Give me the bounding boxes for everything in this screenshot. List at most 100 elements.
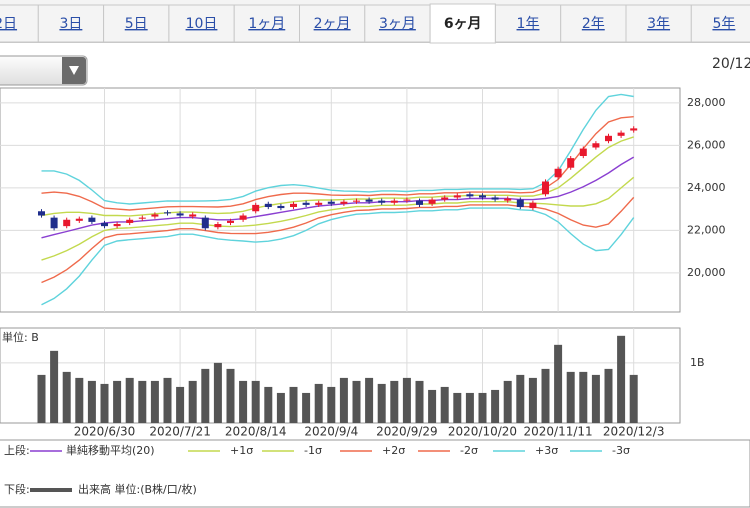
tab[interactable] (103, 4, 170, 43)
dropdown-arrow (69, 66, 79, 75)
tab-label[interactable]: 2年 (582, 16, 605, 32)
candle-body (164, 212, 171, 214)
volume-bar (226, 368, 235, 423)
tab-label[interactable]: 3日 (59, 16, 82, 32)
volume-bar (239, 380, 248, 423)
candle-body (617, 132, 625, 136)
candle-body (579, 148, 587, 157)
volume-bar (150, 380, 159, 423)
x-tick-label: 2020/8/14 (225, 425, 287, 439)
tab-label[interactable]: 2日 (0, 16, 17, 32)
volume-bar (37, 374, 46, 423)
tabs: 2日 3日 5日 10日 1ヶ月 2ヶ月 3ヶ月 6ヶ月 1年 2年 3年 5年 (0, 3, 750, 44)
volume-bar (629, 374, 638, 423)
volume-bar (440, 386, 449, 423)
candle-body (290, 203, 297, 208)
legend-label: +3σ (535, 444, 558, 457)
candle-body (201, 217, 209, 229)
tab[interactable] (37, 4, 105, 43)
tab-label[interactable]: 5年 (712, 16, 735, 32)
x-tick-label: 2020/9/29 (376, 425, 438, 439)
volume-bar (314, 383, 323, 423)
candle-body (466, 194, 474, 197)
tab-label[interactable]: 1ヶ月 (248, 16, 285, 32)
tab-label[interactable]: 1年 (517, 16, 540, 32)
legend-label: -3σ (612, 444, 630, 457)
y-tick-label: 22,000 (687, 223, 726, 236)
legend-label: +2σ (382, 444, 405, 457)
legend: 単純移動平均(20) +1σ -1σ +2σ -2σ +3σ -3σ 出来高 単位:(B株/口… (30, 443, 630, 496)
volume-bar (276, 392, 285, 423)
volume-bar (302, 392, 311, 423)
tab[interactable] (690, 4, 750, 43)
candle-body (378, 200, 386, 203)
tab-label[interactable]: 3ヶ月 (379, 16, 416, 32)
y-tick-label: 28,000 (687, 96, 726, 109)
candle-body (504, 198, 512, 201)
candle-body (441, 197, 449, 200)
tab[interactable] (494, 4, 562, 43)
volume-bar (251, 380, 260, 423)
candle-body (126, 219, 134, 223)
band-line (41, 207, 635, 306)
volume-bar (453, 392, 462, 423)
candle-body (453, 195, 461, 198)
candle-body (390, 200, 398, 203)
candle-body (592, 143, 600, 148)
tab-label[interactable]: 6ヶ月 (444, 16, 482, 32)
volume-bar (617, 335, 626, 423)
candle-body (516, 199, 524, 208)
volume-bar (176, 386, 185, 423)
volume-bar (402, 377, 411, 423)
candle-body (252, 204, 260, 212)
legend-label: -1σ (304, 444, 322, 457)
candle-body (63, 219, 71, 227)
tab[interactable] (364, 4, 431, 43)
volume-bar (163, 377, 172, 423)
tab[interactable] (429, 3, 496, 44)
volume-bar (138, 380, 147, 423)
candle-body (491, 197, 499, 200)
candle-body (277, 205, 285, 209)
volume-bar (113, 380, 122, 423)
x-tick-label: 2020/12/3 (603, 425, 665, 439)
candle-body (214, 224, 222, 228)
x-tick-label: 2020/6/30 (74, 425, 136, 439)
volume-bar (75, 377, 84, 423)
candle-body (50, 217, 58, 229)
volume-bar (87, 380, 96, 423)
y-axis-unit: 単位: B (2, 330, 39, 344)
y-tick-label: 26,000 (687, 138, 726, 151)
candle-body (340, 201, 348, 204)
tab-label[interactable]: 10日 (186, 16, 218, 32)
volume-bar (415, 380, 424, 423)
volume-bar (604, 368, 613, 423)
tab[interactable] (0, 4, 39, 43)
volume-bar (289, 386, 298, 423)
legend-upper-label: 上段: (4, 443, 30, 457)
tab[interactable] (560, 4, 627, 43)
band-line (41, 116, 634, 211)
volume-bar (579, 371, 588, 423)
legend-box (0, 439, 750, 508)
volume-bar (478, 392, 487, 423)
volume-bar (125, 377, 134, 423)
tab-label[interactable]: 5日 (125, 16, 148, 32)
candle-body (88, 217, 96, 222)
candle-body (365, 199, 373, 202)
volume-bar (213, 362, 222, 423)
x-tick-label: 2020/11/11 (524, 425, 593, 439)
candle-body (479, 195, 486, 198)
volume-bar (50, 350, 59, 423)
candle-body (327, 201, 335, 204)
tab-label[interactable]: 2ヶ月 (314, 16, 351, 32)
candle-body (38, 211, 45, 216)
volume-bar (264, 386, 273, 423)
volume-bar (528, 377, 537, 423)
volume-bar (516, 374, 525, 423)
candle-body (113, 224, 121, 227)
tab-label[interactable]: 3年 (647, 16, 670, 32)
volume-bar (465, 392, 474, 423)
candle-body (101, 222, 108, 227)
y-tick-label: 24,000 (687, 181, 726, 194)
